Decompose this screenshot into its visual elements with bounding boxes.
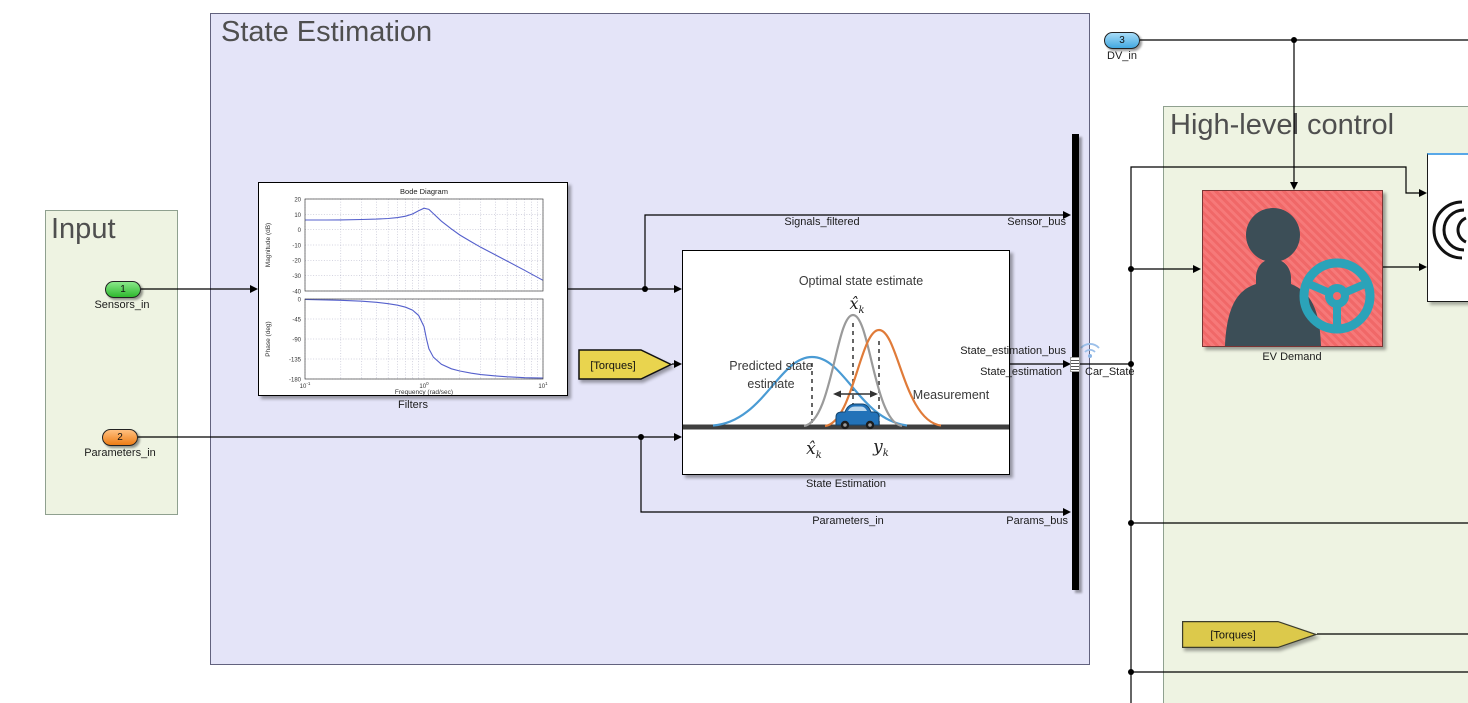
svg-text:x̂k: x̂k — [849, 294, 864, 316]
port-label-sensors-in[interactable]: Sensors_in — [94, 299, 150, 311]
inport-dv-number: 3 — [1119, 35, 1125, 46]
svg-text:Bode Diagram: Bode Diagram — [400, 187, 448, 196]
svg-text:[Torques]: [Torques] — [590, 360, 635, 372]
svg-text:-180: -180 — [289, 378, 302, 384]
block-label-ev-demand[interactable]: EV Demand — [1262, 351, 1322, 363]
block-label-state-estimation[interactable]: State Estimation — [805, 478, 887, 490]
svg-text:Measurement: Measurement — [913, 388, 990, 402]
signal-label-parameters-in[interactable]: Parameters_in — [812, 515, 884, 527]
svg-text:Phase (deg): Phase (deg) — [265, 321, 272, 356]
signal-label-signals-filtered[interactable]: Signals_filtered — [784, 216, 860, 228]
filters-block[interactable]: Bode Diagram 20 10 0 -10 -20 -30 -40 0 -… — [258, 182, 568, 396]
state-estimation-block[interactable]: Optimal state estimate x̂k Predicted sta… — [682, 250, 1010, 475]
sound-waves-icon — [1432, 200, 1467, 260]
wire-ev-demand-out[interactable] — [1383, 263, 1427, 271]
svg-text:Frequency (rad/sec): Frequency (rad/sec) — [395, 389, 453, 395]
signal-label-state-estimation-bus[interactable]: State_estimation_bus — [960, 345, 1066, 357]
wire-filters-to-kalman[interactable] — [568, 211, 1071, 293]
steering-wheel-icon — [1299, 258, 1375, 334]
svg-text:x̂k: x̂k — [806, 439, 822, 461]
svg-text:-20: -20 — [292, 259, 301, 265]
bode-diagram-icon: Bode Diagram 20 10 0 -10 -20 -30 -40 0 -… — [265, 187, 548, 395]
svg-text:20: 20 — [294, 198, 301, 204]
svg-text:-40: -40 — [292, 289, 301, 295]
svg-text:estimate: estimate — [747, 377, 794, 391]
svg-text:[Torques]: [Torques] — [1210, 630, 1255, 642]
svg-text:10: 10 — [294, 213, 301, 219]
wire-car-state-network[interactable] — [1079, 166, 1468, 703]
inport-sensors-number: 1 — [120, 284, 126, 295]
wire-sensors-to-filters[interactable] — [141, 285, 258, 293]
inport-sensors-in[interactable]: 1 — [105, 281, 141, 298]
wire-parameters[interactable] — [138, 433, 1071, 516]
svg-text:100: 100 — [419, 381, 429, 390]
svg-text:-135: -135 — [289, 358, 302, 364]
signal-label-sensor-bus[interactable]: Sensor_bus — [1007, 216, 1066, 228]
svg-text:-45: -45 — [292, 318, 301, 324]
svg-text:Predicted state: Predicted state — [729, 359, 812, 373]
svg-text:-90: -90 — [292, 338, 301, 344]
input-area-title[interactable]: Input — [51, 213, 116, 245]
svg-text:0: 0 — [298, 228, 302, 234]
torques-from-tag-top[interactable]: [Torques] — [578, 349, 676, 383]
error-arrow — [833, 390, 878, 398]
svg-text:10-1: 10-1 — [300, 381, 311, 390]
torques-from-tag-bottom[interactable]: [Torques] — [1182, 621, 1322, 651]
input-area[interactable] — [45, 210, 178, 515]
sound-block[interactable] — [1427, 153, 1468, 302]
bus-signal-badge-icon — [1070, 357, 1080, 372]
svg-text:Optimal state estimate: Optimal state estimate — [799, 274, 923, 288]
driver-icon — [1225, 208, 1375, 346]
signal-label-params-bus[interactable]: Params_bus — [1006, 515, 1068, 527]
state-estimation-area-title[interactable]: State Estimation — [221, 16, 433, 48]
high-level-control-area-title[interactable]: High-level control — [1170, 109, 1395, 141]
svg-text:101: 101 — [538, 381, 548, 390]
wire-torques-to-kalman[interactable] — [672, 360, 682, 368]
ev-demand-block[interactable] — [1202, 190, 1383, 347]
svg-text:0: 0 — [298, 298, 302, 304]
inport-parameters-number: 2 — [117, 432, 123, 443]
kalman-figure-icon: Optimal state estimate x̂k Predicted sta… — [683, 274, 1009, 461]
streaming-signal-icon — [1080, 343, 1100, 358]
svg-text:-30: -30 — [292, 274, 301, 280]
inport-parameters-in[interactable]: 2 — [102, 429, 138, 446]
port-label-parameters-in[interactable]: Parameters_in — [84, 447, 156, 459]
wire-kalman-to-bus[interactable] — [1010, 360, 1071, 368]
svg-text:Magnitude (dB): Magnitude (dB) — [265, 223, 272, 267]
port-label-dv-in[interactable]: DV_in — [1107, 50, 1137, 62]
wire-dv-in[interactable] — [1140, 37, 1468, 190]
block-label-filters[interactable]: Filters — [398, 399, 428, 411]
svg-text:yk: yk — [872, 437, 889, 459]
svg-text:-10: -10 — [292, 243, 301, 249]
inport-dv-in[interactable]: 3 — [1104, 32, 1140, 49]
car-icon — [835, 403, 880, 430]
signal-label-car-state[interactable]: Car_State — [1085, 366, 1135, 378]
signal-label-state-estimation[interactable]: State_estimation — [980, 366, 1062, 378]
